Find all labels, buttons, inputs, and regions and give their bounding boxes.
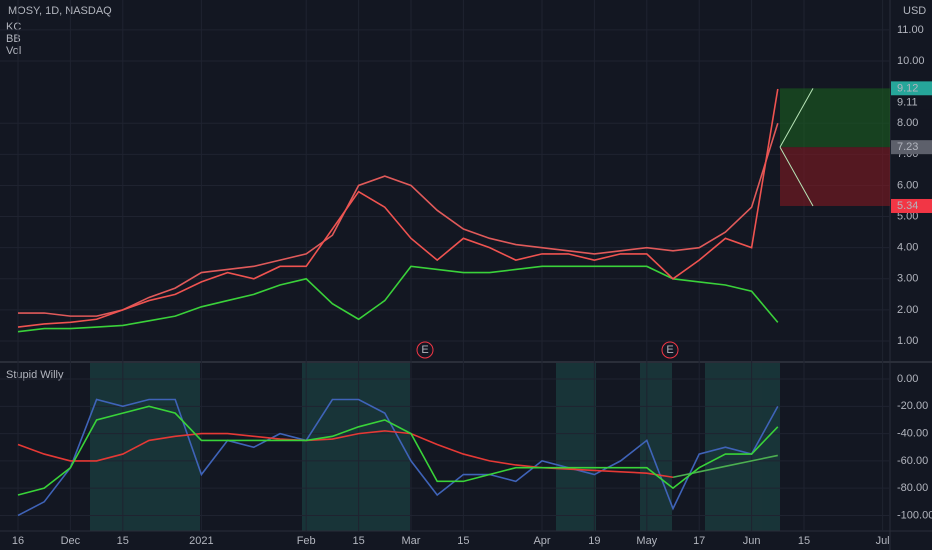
x-tick-label: May: [636, 535, 657, 547]
pane-title: Stupid Willy: [6, 369, 64, 381]
y-tick-label: 3.00: [897, 273, 918, 285]
y-tick-label: 11.00: [897, 24, 924, 36]
y-tick-label: 4.00: [897, 242, 918, 254]
x-tick-label: 2021: [189, 535, 213, 547]
y-tick-label: 1.00: [897, 335, 918, 347]
price-label-box: [891, 81, 932, 96]
projection-arrow: [779, 88, 814, 207]
y-tick-label: 10.00: [897, 55, 925, 67]
price-label: 9.12: [897, 82, 918, 94]
y-tick-label: 6.00: [897, 179, 918, 191]
series-line: [17, 430, 674, 479]
profit-zone: [780, 88, 890, 148]
y-tick-label: -20.00: [897, 400, 928, 412]
chart-title: MOSY, 1D, NASDAQ: [8, 5, 112, 17]
series-line: [17, 265, 779, 333]
event-marker: [416, 341, 434, 359]
price-label: 9.11: [897, 96, 918, 108]
event-label: E: [421, 344, 428, 356]
zone: [640, 363, 672, 531]
x-tick-label: Mar: [402, 535, 421, 547]
y-tick-label: 5.00: [897, 210, 918, 222]
series-line: [17, 405, 779, 496]
series-line: [17, 88, 779, 328]
x-tick-label: 15: [352, 535, 364, 547]
indicator-label: BB: [6, 33, 21, 45]
zone: [556, 363, 596, 531]
series-line: [18, 122, 779, 317]
indicator-label: KC: [6, 21, 21, 33]
x-tick-label: 16: [12, 535, 24, 547]
price-label-box: [891, 95, 932, 110]
x-tick-label: 15: [117, 535, 129, 547]
price-label-box: [891, 140, 932, 155]
series-line: [17, 398, 779, 517]
y-tick-label: 0.00: [897, 373, 918, 385]
x-tick-label: Dec: [61, 535, 81, 547]
x-tick-label: 17: [693, 535, 705, 547]
loss-zone: [780, 147, 890, 206]
y-tick-label: 8.00: [897, 117, 918, 129]
y-tick-label: -80.00: [897, 482, 928, 494]
x-tick-label: Apr: [533, 535, 550, 547]
price-label-box: [891, 198, 932, 213]
zone: [90, 363, 200, 531]
price-label: 5.34: [897, 200, 918, 212]
price-label: 7.23: [897, 141, 918, 153]
y-tick-label: -60.00: [897, 455, 928, 467]
x-tick-label: Jun: [743, 535, 761, 547]
indicator-label: Vol: [6, 45, 21, 57]
currency: USD: [903, 5, 926, 17]
x-tick-label: Feb: [297, 535, 316, 547]
zones: [90, 363, 780, 531]
x-tick-label: 15: [457, 535, 469, 547]
x-tick-label: 19: [588, 535, 600, 547]
x-tick-label: Jul: [876, 535, 890, 547]
y-tick-label: 2.00: [897, 304, 918, 316]
event-label: E: [666, 344, 673, 356]
zone: [302, 363, 410, 531]
event-marker: [661, 341, 679, 359]
x-tick-label: 15: [798, 535, 810, 547]
zone: [705, 363, 780, 531]
y-tick-label: -100.00: [897, 509, 932, 521]
y-tick-label: -40.00: [897, 428, 928, 440]
